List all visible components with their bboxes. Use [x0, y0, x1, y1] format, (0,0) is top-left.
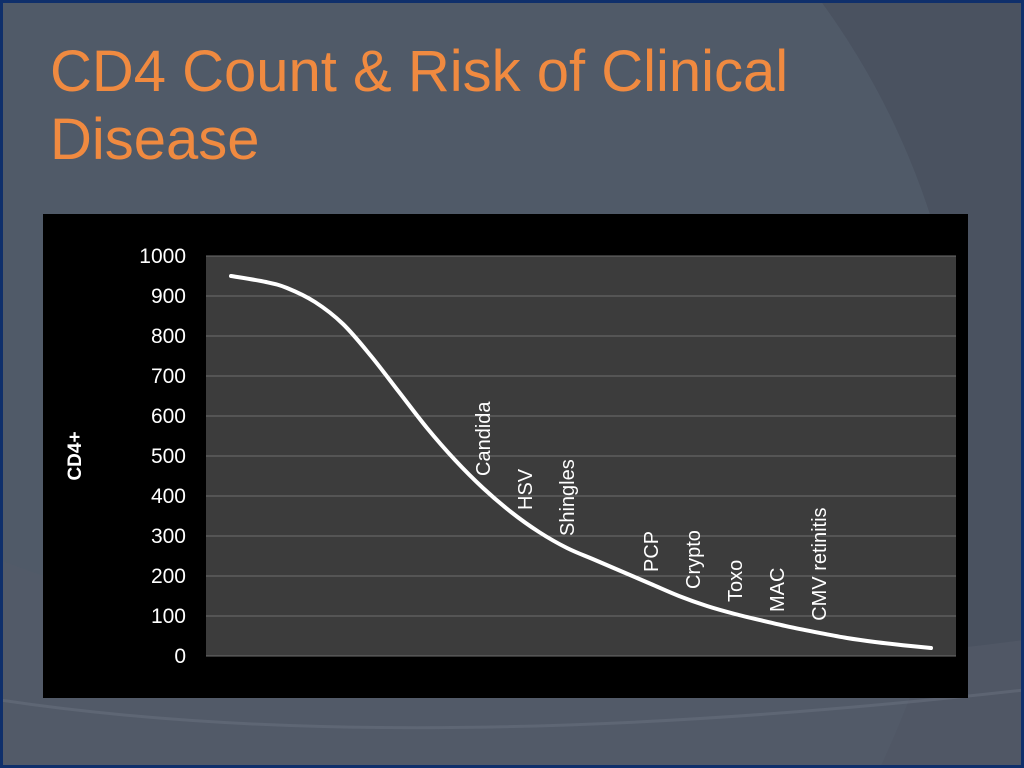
y-tick-label: 200 [151, 565, 186, 588]
title-line-1: CD4 Count & Risk of Clinical [50, 39, 789, 104]
annotation-label: CMV retinitis [809, 507, 831, 620]
annotation-label: PCP [641, 531, 663, 572]
annotation-label: Toxo [725, 560, 747, 602]
cd4-curve [229, 274, 933, 650]
y-tick-label: 100 [151, 605, 186, 628]
annotation-label: HSV [515, 468, 537, 510]
slide-title: CD4 Count & Risk of Clinical Disease [50, 38, 950, 174]
y-tick-label: 600 [151, 405, 186, 428]
y-tick-label: 0 [174, 645, 186, 668]
annotation-label: Crypto [683, 530, 705, 589]
title-line-2: Disease [50, 107, 260, 172]
y-axis-title: CD4+ [65, 431, 86, 480]
y-tick-label: 300 [151, 525, 186, 548]
cd4-chart: 0 100 200 300 400 500 600 700 800 900 1000 CD4+ Cand… [65, 245, 956, 668]
y-tick-label: 700 [151, 365, 186, 388]
annotation-label: Candida [473, 401, 495, 476]
annotation-label: Shingles [557, 459, 579, 536]
y-tick-label: 900 [151, 285, 186, 308]
y-tick-label: 1000 [139, 245, 186, 268]
y-tick-label: 800 [151, 325, 186, 348]
y-tick-label: 500 [151, 445, 186, 468]
y-tick-label: 400 [151, 485, 186, 508]
annotation-label: MAC [767, 568, 789, 612]
chart-panel: 0 100 200 300 400 500 600 700 800 900 1000 CD4+ Cand… [43, 214, 968, 698]
